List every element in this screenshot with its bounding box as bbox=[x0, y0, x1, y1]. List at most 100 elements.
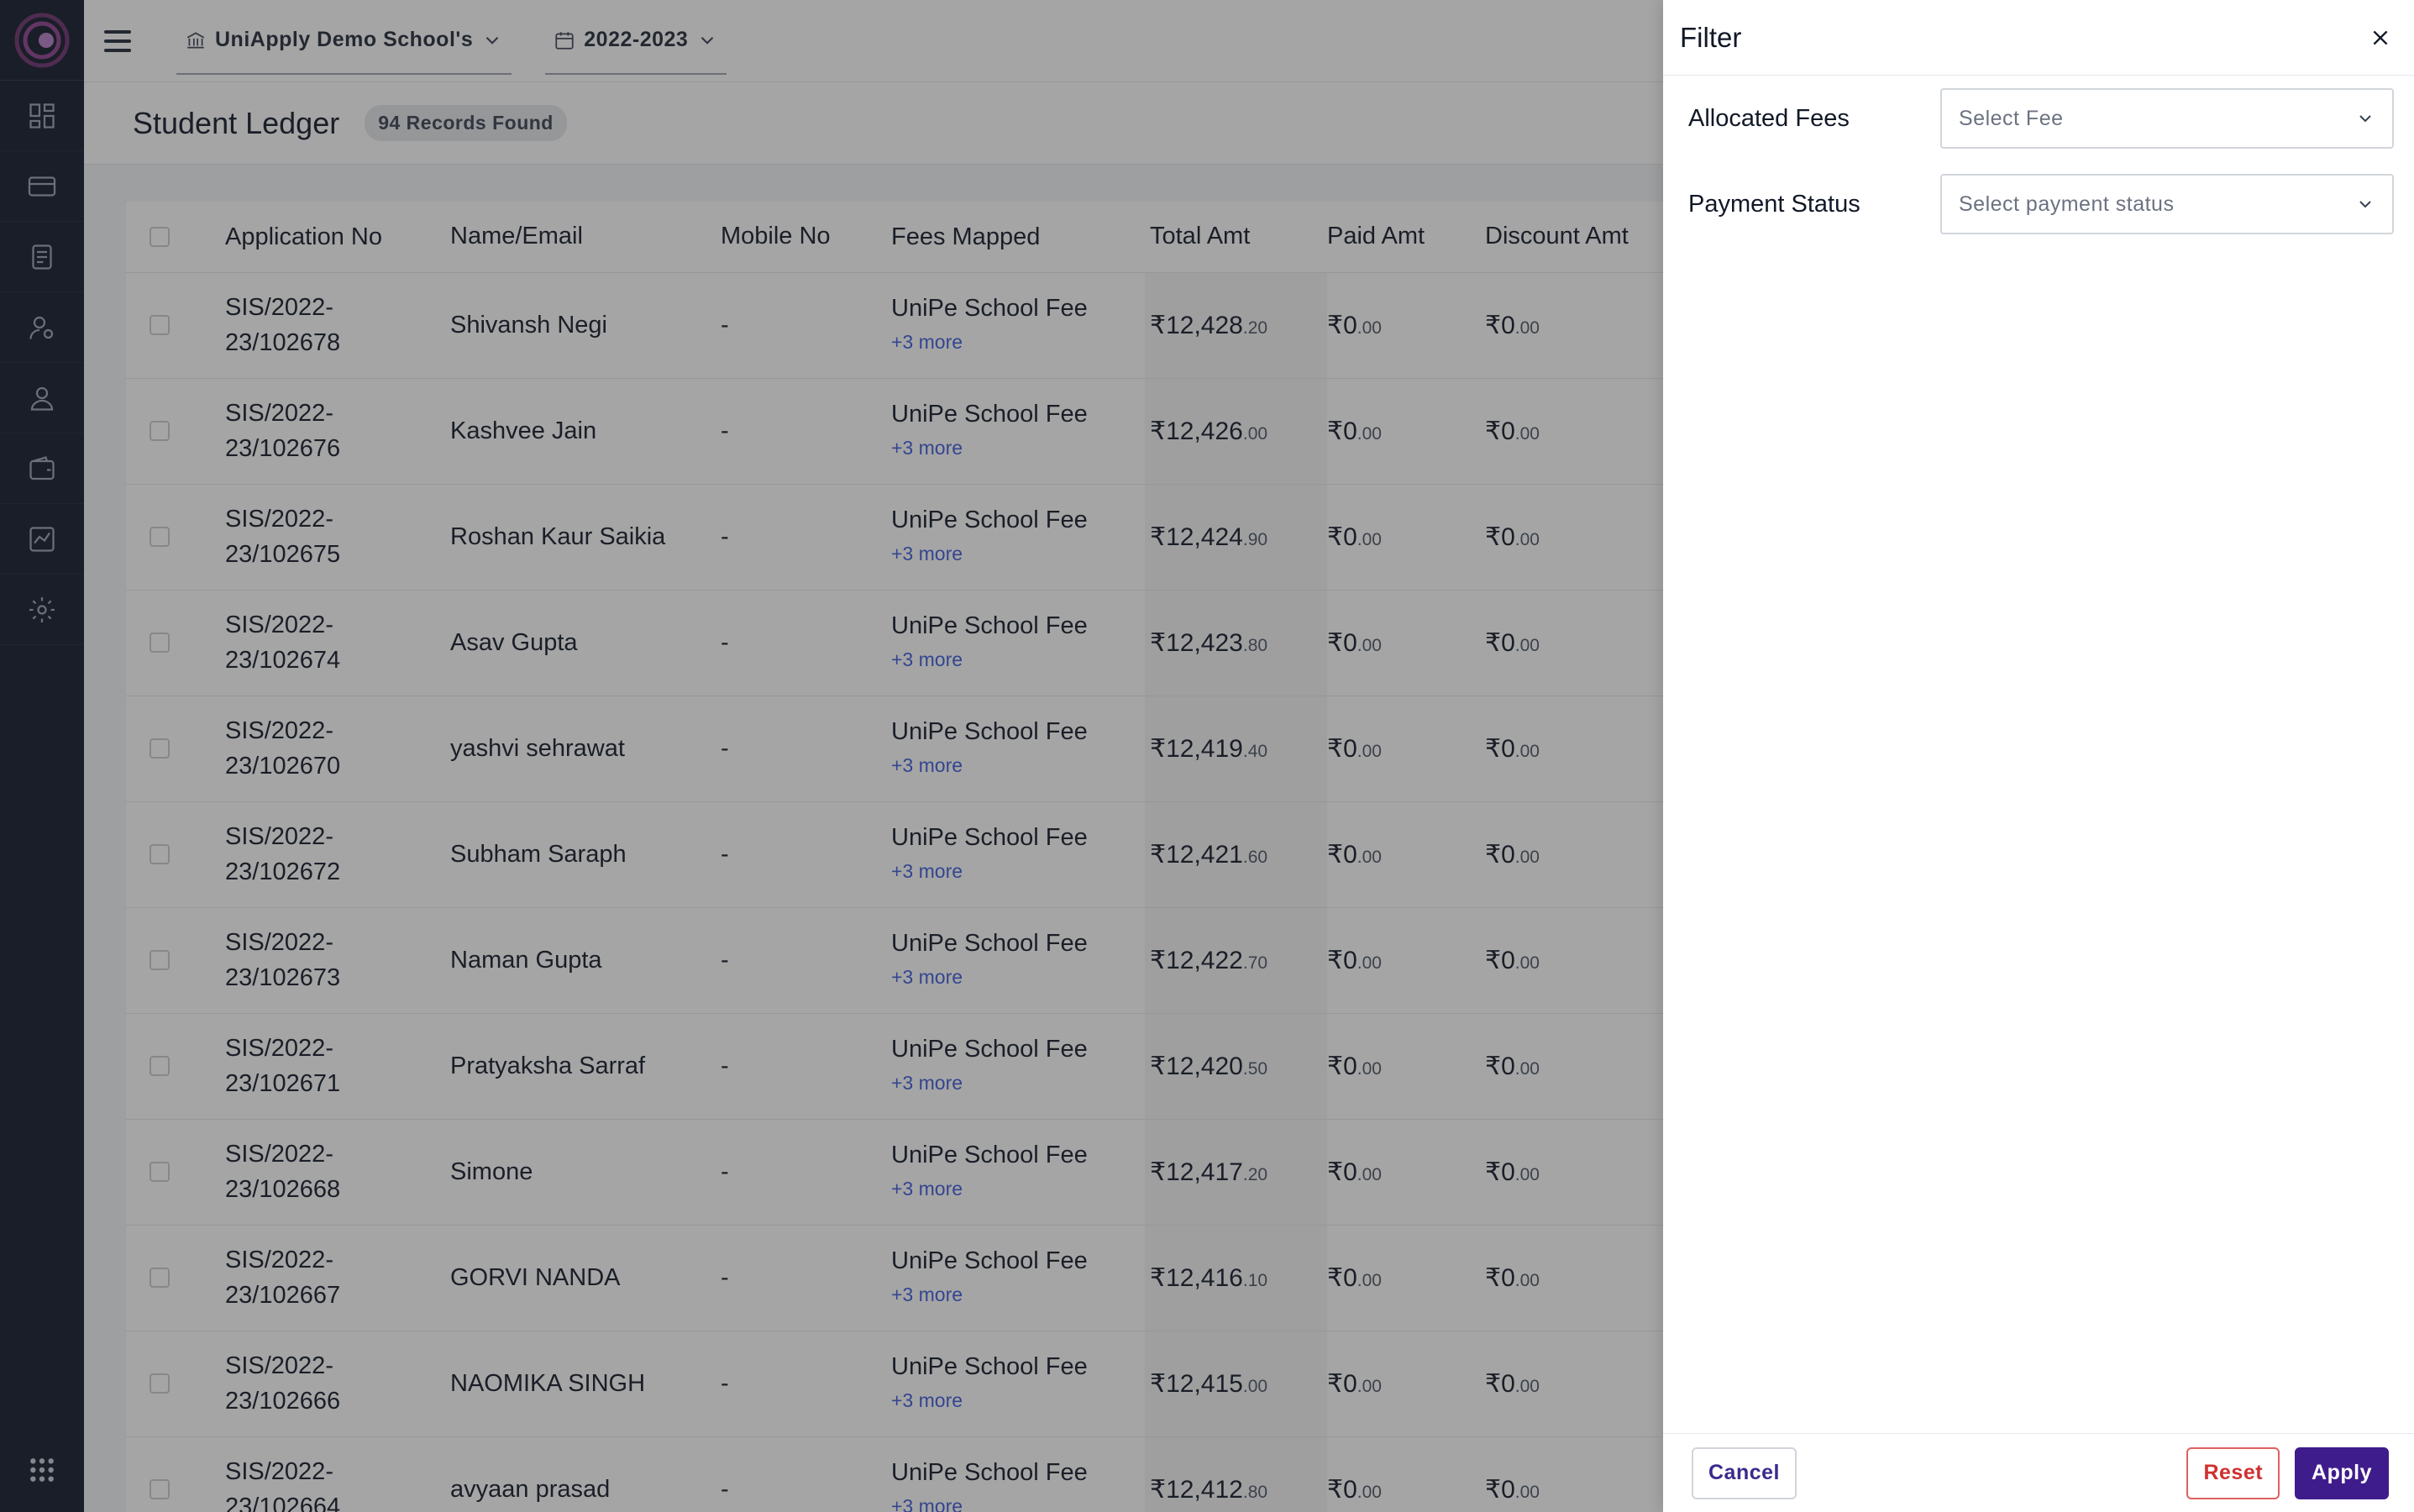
more-fees-link[interactable]: +3 more bbox=[891, 754, 963, 776]
row-checkbox[interactable] bbox=[150, 950, 170, 970]
wallet-icon bbox=[29, 455, 55, 480]
row-checkbox[interactable] bbox=[150, 1162, 170, 1182]
total-amount-cell: ₹12,428.20 bbox=[1145, 272, 1327, 379]
header-name-email[interactable]: Name/Email bbox=[450, 202, 721, 273]
paid-amount-decimal: .00 bbox=[1357, 423, 1382, 444]
year-selector[interactable]: 2022-2023 bbox=[545, 8, 727, 75]
total-amount-cell: ₹12,417.20 bbox=[1145, 1119, 1327, 1226]
menu-toggle-button[interactable] bbox=[104, 24, 138, 58]
sidebar-item-documents[interactable] bbox=[0, 222, 84, 292]
apps-grid-button[interactable] bbox=[0, 1445, 84, 1495]
row-checkbox-cell bbox=[126, 590, 225, 696]
header-application-no[interactable]: Application No bbox=[225, 202, 450, 273]
grid-icon bbox=[30, 1458, 54, 1482]
fees-mapped-cell: UniPe School Fee +3 more bbox=[891, 590, 1145, 696]
sidebar-item-wallet[interactable] bbox=[0, 433, 84, 504]
paid-amount-decimal: .00 bbox=[1357, 1270, 1382, 1290]
allocated-fees-row: Allocated Fees Select Fee bbox=[1663, 76, 2414, 161]
discount-amount: ₹0 bbox=[1485, 1263, 1515, 1292]
total-amount-cell: ₹12,415.00 bbox=[1145, 1331, 1327, 1437]
row-checkbox[interactable] bbox=[150, 315, 170, 335]
row-checkbox[interactable] bbox=[150, 421, 170, 441]
more-fees-link[interactable]: +3 more bbox=[891, 966, 963, 988]
student-name: NAOMIKA SINGH bbox=[450, 1331, 721, 1437]
application-no-part1: SIS/2022- bbox=[225, 506, 333, 533]
more-fees-link[interactable]: +3 more bbox=[891, 860, 963, 882]
student-name: avyaan prasad bbox=[450, 1436, 721, 1512]
reset-button[interactable]: Reset bbox=[2186, 1446, 2280, 1499]
total-amount-decimal: .80 bbox=[1242, 635, 1268, 655]
application-no-part2: 23/102676 bbox=[225, 435, 341, 462]
more-fees-link[interactable]: +3 more bbox=[891, 1389, 963, 1411]
header-total-amt[interactable]: Total Amt bbox=[1145, 202, 1327, 273]
more-fees-link[interactable]: +3 more bbox=[891, 1284, 963, 1305]
table-row[interactable]: SIS/2022- 23/102674 Asav Gupta - UniPe Schoo… bbox=[126, 590, 1722, 696]
cancel-button[interactable]: Cancel bbox=[1692, 1446, 1797, 1499]
table-row[interactable]: SIS/2022- 23/102672 Subham Saraph - UniPe Sc… bbox=[126, 801, 1722, 908]
paid-amount-decimal: .00 bbox=[1357, 847, 1382, 867]
apply-button[interactable]: Apply bbox=[2295, 1446, 2389, 1499]
fees-mapped-cell: UniPe School Fee +3 more bbox=[891, 1225, 1145, 1331]
header-paid-amt[interactable]: Paid Amt bbox=[1327, 202, 1485, 273]
payment-status-placeholder: Select payment status bbox=[1959, 192, 2175, 216]
fee-name: UniPe School Fee bbox=[891, 1247, 1088, 1274]
fee-name: UniPe School Fee bbox=[891, 1142, 1088, 1168]
more-fees-link[interactable]: +3 more bbox=[891, 1072, 963, 1094]
table-header-row: Application No Name/Email Mobile No Fees… bbox=[126, 202, 1722, 273]
total-amount-cell: ₹12,420.50 bbox=[1145, 1013, 1327, 1120]
student-name: yashvi sehrawat bbox=[450, 696, 721, 802]
table-row[interactable]: SIS/2022- 23/102678 Shivansh Negi - UniPe Sc… bbox=[126, 272, 1722, 379]
header-mobile-no[interactable]: Mobile No bbox=[721, 202, 891, 273]
row-checkbox[interactable] bbox=[150, 1373, 170, 1394]
discount-amount-decimal: .00 bbox=[1514, 847, 1540, 867]
app-logo[interactable] bbox=[0, 0, 84, 81]
select-all-checkbox[interactable] bbox=[150, 226, 170, 247]
application-no-cell: SIS/2022- 23/102676 bbox=[225, 378, 450, 485]
sidebar-item-dashboard[interactable] bbox=[0, 81, 84, 151]
more-fees-link[interactable]: +3 more bbox=[891, 331, 963, 353]
application-no-part2: 23/102672 bbox=[225, 858, 341, 885]
sidebar-item-users[interactable] bbox=[0, 292, 84, 363]
total-amount-cell: ₹12,423.80 bbox=[1145, 590, 1327, 696]
row-checkbox[interactable] bbox=[150, 527, 170, 547]
table-row[interactable]: SIS/2022- 23/102668 Simone - UniPe School Fe… bbox=[126, 1119, 1722, 1226]
paid-amount: ₹0 bbox=[1327, 946, 1357, 974]
student-icon bbox=[30, 386, 54, 411]
more-fees-link[interactable]: +3 more bbox=[891, 543, 963, 564]
total-amount: ₹12,412 bbox=[1150, 1475, 1243, 1504]
more-fees-link[interactable]: +3 more bbox=[891, 1178, 963, 1200]
total-amount-decimal: .90 bbox=[1242, 529, 1268, 549]
row-checkbox[interactable] bbox=[150, 633, 170, 653]
application-no-part1: SIS/2022- bbox=[225, 1141, 333, 1168]
sidebar-item-settings[interactable] bbox=[0, 575, 84, 645]
row-checkbox[interactable] bbox=[150, 1479, 170, 1499]
more-fees-link[interactable]: +3 more bbox=[891, 648, 963, 670]
sidebar-item-payments[interactable] bbox=[0, 151, 84, 222]
paid-amount-decimal: .00 bbox=[1357, 1482, 1382, 1502]
payment-status-select[interactable]: Select payment status bbox=[1940, 174, 2394, 234]
row-checkbox[interactable] bbox=[150, 844, 170, 864]
fees-mapped-cell: UniPe School Fee +3 more bbox=[891, 1436, 1145, 1512]
table-row[interactable]: SIS/2022- 23/102671 Pratyaksha Sarraf - UniP… bbox=[126, 1013, 1722, 1120]
student-name: Subham Saraph bbox=[450, 801, 721, 908]
card-icon bbox=[28, 176, 56, 197]
mobile-no: - bbox=[721, 1436, 891, 1512]
discount-amount: ₹0 bbox=[1485, 1475, 1515, 1504]
school-selector[interactable]: UniApply Demo School's bbox=[176, 8, 512, 75]
modal-backdrop[interactable] bbox=[0, 0, 1663, 1512]
header-fees-mapped[interactable]: Fees Mapped bbox=[891, 202, 1145, 273]
row-checkbox[interactable] bbox=[150, 738, 170, 759]
row-checkbox[interactable] bbox=[150, 1268, 170, 1288]
row-checkbox[interactable] bbox=[150, 1056, 170, 1076]
application-no-cell: SIS/2022- 23/102668 bbox=[225, 1119, 450, 1226]
close-filter-button[interactable] bbox=[2364, 21, 2397, 55]
row-checkbox-cell bbox=[126, 272, 225, 379]
sidebar-item-reports[interactable] bbox=[0, 504, 84, 575]
table-row[interactable]: SIS/2022- 23/102666 NAOMIKA SINGH - UniPe Sc… bbox=[126, 1331, 1722, 1437]
application-no-part1: SIS/2022- bbox=[225, 1247, 333, 1273]
more-fees-link[interactable]: +3 more bbox=[891, 1495, 963, 1512]
more-fees-link[interactable]: +3 more bbox=[891, 437, 963, 459]
discount-amount-decimal: .00 bbox=[1514, 741, 1540, 761]
sidebar-item-students[interactable] bbox=[0, 363, 84, 433]
allocated-fees-select[interactable]: Select Fee bbox=[1940, 88, 2394, 149]
